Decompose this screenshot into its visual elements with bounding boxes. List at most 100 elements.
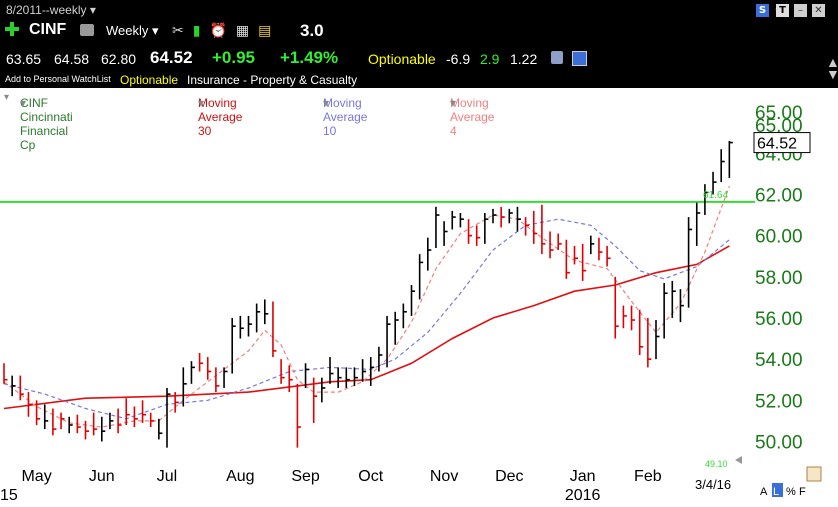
scroll-arrow-icon[interactable] — [735, 456, 742, 464]
legend-label: Moving Average 4 — [450, 96, 495, 138]
add-plus-icon[interactable] — [5, 22, 19, 36]
ohlc-bar — [43, 404, 49, 430]
notes-icon[interactable]: ▤ — [258, 23, 272, 39]
ohlc-bar — [369, 357, 375, 386]
ohlc-bar — [541, 204, 546, 255]
pencil-icon[interactable] — [806, 466, 822, 482]
ohlc-bar — [508, 208, 513, 224]
price-change-pct: +1.49% — [280, 48, 339, 67]
last-price: 64.52 — [150, 48, 193, 67]
chevron-down-icon[interactable]: ▾ — [4, 92, 10, 103]
ohlc-bar — [109, 412, 114, 430]
x-tick-label: Dec — [495, 468, 523, 485]
scroll-arrows-icon[interactable]: ▲ ▼ — [826, 54, 838, 82]
legend-label: CINF Cincinnati Financial Cp — [20, 96, 73, 152]
header-row-symbol: CINF Weekly ▾ ✂ ▮ ⏰ ▦ ▤ 3.0 — [0, 20, 838, 46]
scale-log-button[interactable]: L — [773, 486, 779, 498]
stat-value-3: 1.22 — [510, 51, 538, 67]
ohlc-bar — [321, 377, 326, 403]
legend-label: Moving Average 10 — [323, 96, 368, 138]
ohlc-bar — [394, 311, 399, 345]
ohlc-bar — [76, 414, 81, 434]
tools-icon[interactable]: ✂ — [172, 23, 184, 39]
ohlc-bar — [84, 420, 89, 440]
scale-percent-button[interactable]: % — [786, 486, 796, 498]
chevron-down-icon: ▾ — [89, 3, 96, 17]
scale-fixed-button[interactable]: F — [799, 486, 806, 498]
ohlc-bar — [141, 400, 147, 423]
stat-value-2: 2.9 — [480, 51, 500, 67]
header-row-info: Add to Personal WatchList Optionable Ins… — [0, 72, 838, 88]
ohlc-bar — [117, 408, 122, 434]
ohlc-bar — [92, 412, 98, 436]
ohlc-bar — [720, 149, 725, 183]
ohlc-bar — [435, 206, 440, 248]
add-watchlist-link[interactable]: Add to Personal WatchList — [5, 74, 111, 84]
ohlc-bar — [500, 206, 505, 228]
bar-chart-icon[interactable]: ▮ — [192, 23, 201, 39]
ohlc-bar — [418, 254, 424, 300]
ohlc-bar — [329, 357, 334, 384]
ohlc-bar — [263, 299, 269, 325]
ohlc-bar — [206, 357, 212, 380]
ohlc-bar — [11, 375, 16, 397]
ohlc-bar — [280, 359, 285, 384]
x-tick-label: Sep — [291, 468, 320, 485]
ohlc-bar — [532, 210, 538, 244]
ohlc-bar — [712, 171, 717, 195]
frequency-dropdown[interactable]: Weekly ▾ — [106, 23, 159, 39]
y-tick-label: 54.00 — [755, 350, 803, 371]
calculator-icon[interactable]: ▦ — [235, 23, 250, 39]
ohlc-bar — [557, 233, 562, 251]
last-price-box — [753, 132, 811, 154]
x-tick-label: Jul — [157, 468, 177, 485]
ohlc-bar — [304, 363, 310, 388]
scale-auto-button[interactable]: A — [760, 486, 768, 498]
ohlc-bar — [565, 239, 570, 279]
ohlc-bar — [3, 363, 8, 384]
ohlc-bar — [231, 317, 236, 374]
x-tick-label: Oct — [358, 468, 383, 485]
ohlc-bar — [133, 406, 138, 428]
stat-value-1: -6.9 — [446, 51, 471, 67]
minimize-icon[interactable]: – — [794, 4, 807, 17]
ohlc-bar — [239, 315, 244, 339]
ma10-line — [3, 218, 730, 420]
ohlc-bar — [581, 243, 587, 281]
ohlc-bar — [459, 212, 464, 228]
ohlc-bar — [475, 225, 481, 246]
symbol-label: CINF — [29, 21, 67, 38]
date-label: 3/4/16 — [695, 477, 731, 492]
ohlc-bar — [598, 237, 603, 261]
ohlc-bar — [606, 245, 611, 267]
period-dropdown[interactable]: 8/2011--weekly ▾ — [6, 3, 96, 17]
s-icon[interactable]: S — [756, 4, 769, 17]
ohlc-bar — [410, 285, 415, 316]
chevron-down-icon: ▾ — [152, 23, 159, 38]
close-icon[interactable]: ✕ — [812, 4, 825, 17]
ohlc-bar — [728, 140, 733, 178]
print-icon[interactable] — [80, 24, 94, 36]
alarm-clock-icon[interactable]: ⏰ — [209, 23, 227, 39]
header-panel: 8/2011--weekly ▾ S ▾ T – ✕ CINF Weekly ▾ … — [0, 0, 838, 88]
ohlc-bar — [52, 408, 57, 436]
ohlc-bar — [630, 305, 636, 331]
ohlc-bar — [614, 276, 619, 339]
hline-label: 61.64 — [703, 190, 728, 201]
x-tick-label: Aug — [226, 468, 254, 485]
t-icon[interactable]: T — [776, 4, 789, 17]
ohlc-bar — [647, 317, 652, 368]
bottom-value-label: 49.10 — [705, 459, 728, 469]
last-price-label: 64.52 — [757, 136, 797, 153]
database-icon[interactable] — [551, 51, 563, 64]
ohlc-bar — [27, 392, 32, 417]
save-icon[interactable] — [572, 51, 587, 66]
ohlc-bar — [378, 346, 383, 372]
toolbar-icons: ✂ ▮ ⏰ ▦ ▤ — [172, 23, 280, 39]
ohlc-bar — [549, 231, 554, 259]
ohlc-bar — [182, 367, 187, 407]
ohlc-bar — [272, 301, 277, 358]
ohlc-bar — [68, 416, 73, 434]
y-tick-label: 65.00 — [755, 103, 803, 124]
